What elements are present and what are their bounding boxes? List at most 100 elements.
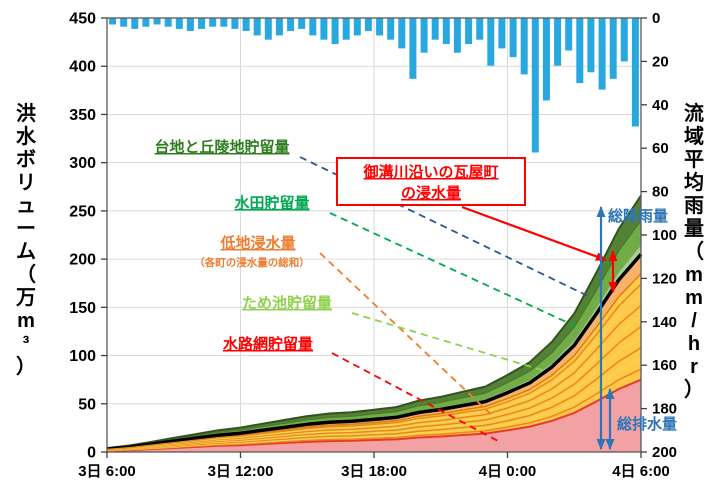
leader-channel [331,352,501,443]
axes: 0 50 100 150 200 250 300 350 400 450 0 20 40 60 80 100 1… [69,10,677,480]
rain-bar [164,18,172,27]
left-tick-label: 150 [69,300,96,317]
rain-bar [431,18,439,40]
kawaracho-arrow [461,205,607,262]
rain-bar [331,18,339,44]
rain-bar [509,18,517,58]
rain-bar [487,18,495,66]
right-tick-label: 200 [652,444,677,461]
rain-bar [198,18,206,29]
rain-bar [520,18,528,75]
rain-bar [453,18,461,53]
rain-bar [275,18,283,36]
right-tick-label: 180 [652,401,677,418]
label-lowland-sub: （各町の浸水量の総和） [194,256,310,269]
rain-bar [420,18,428,53]
leader-lowland [319,252,496,419]
left-tick-label: 200 [69,252,96,269]
rain-bar [220,18,228,27]
rain-bar [364,18,372,31]
x-tick-label: 3日 6:00 [78,463,136,480]
edge-paddy [106,220,642,450]
right-tick-label: 60 [652,140,669,157]
area-channel [107,379,641,452]
rain-bar [631,18,639,127]
rain-bar [398,18,406,49]
right-axis-title: 流域平均雨量（ m m / h r） [684,101,704,401]
right-tick-label: 120 [652,270,677,287]
edge-channel [106,378,642,452]
right-tick-label: 80 [652,184,669,201]
rain-bar [554,18,562,66]
leader-paddy [329,212,576,327]
rain-bar [465,18,473,44]
rain-bar [287,18,295,31]
rain-bar [542,18,550,101]
kawaracho-box [336,157,526,206]
rain-bar [576,18,584,84]
rain-bar [342,18,350,40]
label-channel: 水路網貯留量 [223,335,313,353]
edge-kawaracho [106,253,643,451]
label-pond: ため池貯留量 [242,294,332,312]
label-upland: 台地と丘陵地貯留量 [154,138,289,156]
left-tick-label: 0 [87,445,96,462]
lowland-stripe [106,347,642,452]
label-lowland: 低地浸水量 [219,234,295,252]
left-axis-title: 洪水ボリューム（万 m ³） [15,102,37,378]
lowland-stripe [106,283,642,451]
x-tick-label: 3日 12:00 [208,463,274,480]
label-kawaracho-1: 御溝川沿いの瓦屋町 [362,163,498,181]
rain-bar [175,18,183,29]
left-tick-label: 350 [69,107,96,124]
label-total-rain: 総降雨量 [608,207,668,225]
right-tick-label: 20 [652,53,669,70]
rain-bar [498,18,506,49]
rain-bar [231,18,239,29]
rain-bar [409,18,417,79]
left-tick-label: 450 [69,11,96,28]
rain-bar [387,18,395,40]
rain-bar [242,18,250,31]
right-tick-label: 0 [652,10,660,27]
rain-bar [320,18,328,40]
right-tick-label: 40 [652,97,669,114]
label-total-drain: 総排水量 [617,415,677,433]
edge-upland [106,194,642,450]
rain-bar [253,18,261,36]
rain-bar [442,18,450,44]
rain-bar [309,18,317,36]
rain-bar [609,18,617,79]
rain-bar [209,18,217,27]
right-tick-label: 140 [652,314,677,331]
lowland-stripe [106,304,642,451]
rain-bar [131,18,139,29]
left-tick-label: 250 [69,203,96,220]
rainfall-bars [109,18,639,153]
leader-pond [351,312,546,372]
x-tick-label: 3日 18:00 [341,463,407,480]
rain-bar [142,18,150,27]
label-kawaracho-2: の浸水量 [401,184,461,202]
rain-bar [620,18,628,62]
right-tick-label: 100 [652,227,677,244]
rain-bar [587,18,595,73]
rain-bar [598,18,606,90]
left-tick-label: 300 [69,155,96,172]
lowland-stripes [106,283,642,452]
x-tick-label: 4日 0:00 [479,463,537,480]
rain-bar [109,18,117,25]
lowland-stripe [106,325,642,451]
rain-bar [376,18,384,36]
rain-bar [353,18,361,36]
rain-bar [186,18,194,31]
rain-bar [476,18,484,40]
rain-bar [264,18,272,40]
rain-bar [120,18,128,27]
left-tick-label: 100 [69,348,96,365]
rain-bar [153,18,161,25]
rain-bar [565,18,573,51]
rain-bar [298,18,306,29]
